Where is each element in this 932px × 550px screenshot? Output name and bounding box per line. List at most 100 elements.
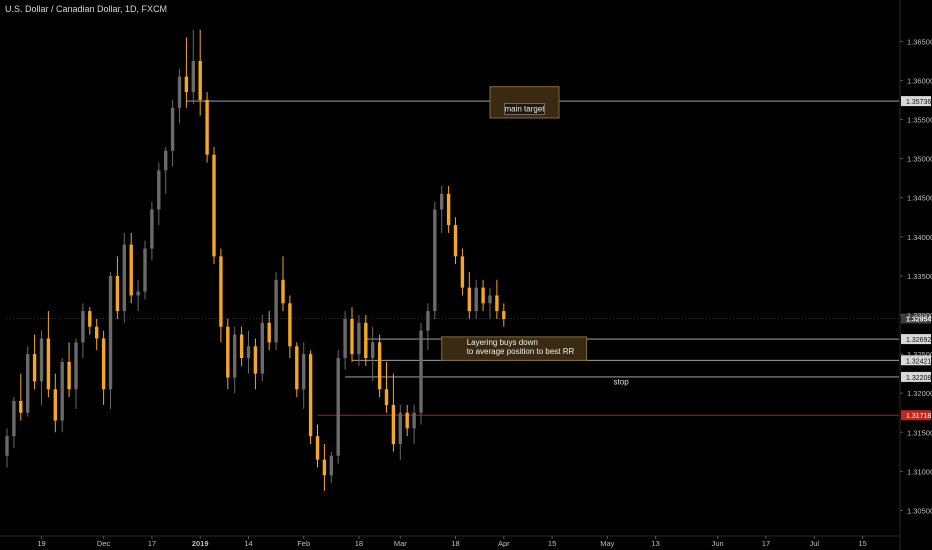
candle-body bbox=[115, 275, 120, 312]
candlestick-series bbox=[5, 29, 506, 491]
down-candle bbox=[101, 330, 106, 405]
candle-body bbox=[95, 326, 99, 339]
candle-body bbox=[108, 275, 113, 390]
candle-body bbox=[288, 303, 292, 347]
up-candle bbox=[143, 240, 147, 300]
up-candle bbox=[177, 68, 182, 124]
price-tag bbox=[901, 96, 931, 107]
candle-body bbox=[219, 256, 223, 327]
down-candle bbox=[350, 307, 354, 362]
candle-body bbox=[488, 295, 492, 304]
candle-body bbox=[12, 401, 16, 437]
up-candle bbox=[26, 346, 30, 417]
down-candle bbox=[53, 373, 57, 433]
down-candle bbox=[295, 342, 299, 398]
candle-body bbox=[191, 60, 195, 93]
candle-body bbox=[81, 311, 85, 343]
up-candle bbox=[74, 338, 78, 409]
candle-body bbox=[453, 225, 458, 257]
candle-body bbox=[233, 334, 237, 378]
y-tick-label: 1.36000 bbox=[907, 76, 932, 85]
candle-body bbox=[39, 338, 44, 382]
candle-body bbox=[60, 361, 64, 421]
down-candle bbox=[288, 295, 292, 358]
down-candle bbox=[481, 279, 485, 312]
up-candle bbox=[412, 404, 416, 444]
up-candle bbox=[419, 322, 423, 425]
candle-body bbox=[5, 436, 9, 456]
down-candle bbox=[212, 146, 216, 265]
down-candle bbox=[67, 342, 71, 398]
candle-body bbox=[53, 389, 57, 421]
up-candle bbox=[81, 303, 85, 358]
x-tick-label: Dec bbox=[97, 539, 111, 548]
up-candle bbox=[12, 397, 16, 448]
entry-zone bbox=[441, 336, 588, 361]
price-tag-label: 1.32208 bbox=[906, 375, 931, 382]
down-candle bbox=[377, 334, 382, 398]
price-tag-label: 1.32421 bbox=[906, 358, 931, 365]
price-tag-label: 1.32692 bbox=[906, 337, 931, 344]
zone-text-line: to average position to best RR bbox=[467, 347, 575, 356]
price-tag-label: 1.32954 bbox=[906, 317, 931, 324]
target-label-box bbox=[504, 103, 545, 115]
y-tick-label: 1.32500 bbox=[907, 350, 932, 359]
y-tick-label: 1.34500 bbox=[907, 194, 932, 203]
candle-body bbox=[502, 311, 506, 319]
price-tag bbox=[901, 410, 931, 421]
candle-body bbox=[177, 76, 182, 108]
candle-body bbox=[474, 287, 478, 312]
chart-annotations: stop bbox=[614, 377, 630, 386]
up-candle bbox=[122, 232, 126, 323]
down-candle bbox=[129, 232, 133, 304]
candle-body bbox=[336, 358, 340, 456]
candle-body bbox=[412, 412, 416, 429]
candle-body bbox=[26, 354, 30, 413]
candle-body bbox=[143, 248, 147, 292]
grid-lines bbox=[0, 0, 901, 550]
up-candle bbox=[433, 201, 437, 319]
up-candle bbox=[170, 100, 175, 167]
y-tick-label: 1.35000 bbox=[907, 155, 932, 164]
candle-body bbox=[322, 459, 327, 476]
y-tick-label: 1.33000 bbox=[907, 311, 932, 320]
down-candle bbox=[405, 404, 409, 437]
down-candle bbox=[453, 217, 458, 265]
x-tick-label: Feb bbox=[297, 539, 310, 548]
x-tick-label: 17 bbox=[762, 539, 770, 548]
candle-body bbox=[467, 287, 471, 312]
x-tick-label: Jun bbox=[712, 539, 724, 548]
price-tag bbox=[901, 371, 931, 382]
x-tick-label: 19 bbox=[37, 539, 45, 548]
candle-body bbox=[315, 436, 320, 460]
candle-body bbox=[295, 346, 299, 390]
candle-body bbox=[364, 322, 368, 358]
up-candle bbox=[157, 162, 161, 226]
down-candle bbox=[239, 326, 244, 366]
candle-body bbox=[19, 401, 23, 413]
down-candle bbox=[315, 424, 320, 468]
candle-body bbox=[205, 100, 209, 155]
up-candle bbox=[357, 315, 361, 366]
down-candle bbox=[184, 37, 189, 108]
candle-body bbox=[136, 291, 140, 296]
up-candle bbox=[136, 279, 140, 312]
candle-body bbox=[260, 322, 264, 374]
up-candle bbox=[164, 146, 168, 194]
up-candle bbox=[329, 451, 333, 484]
candle-body bbox=[226, 326, 230, 378]
candle-body bbox=[88, 311, 92, 327]
candle-body bbox=[74, 342, 78, 390]
x-tick-label: Mar bbox=[394, 539, 407, 548]
down-candle bbox=[95, 318, 99, 351]
y-tick-label: 1.36500 bbox=[907, 37, 932, 46]
candle-body bbox=[302, 354, 306, 390]
y-tick-label: 1.32000 bbox=[907, 389, 932, 398]
y-tick-label: 1.35500 bbox=[907, 116, 932, 125]
x-tick-label: Jul bbox=[810, 539, 820, 548]
y-tick-label: 1.31500 bbox=[907, 428, 932, 437]
up-candle bbox=[191, 29, 195, 104]
candle-body bbox=[46, 338, 51, 390]
down-candle bbox=[205, 92, 209, 163]
